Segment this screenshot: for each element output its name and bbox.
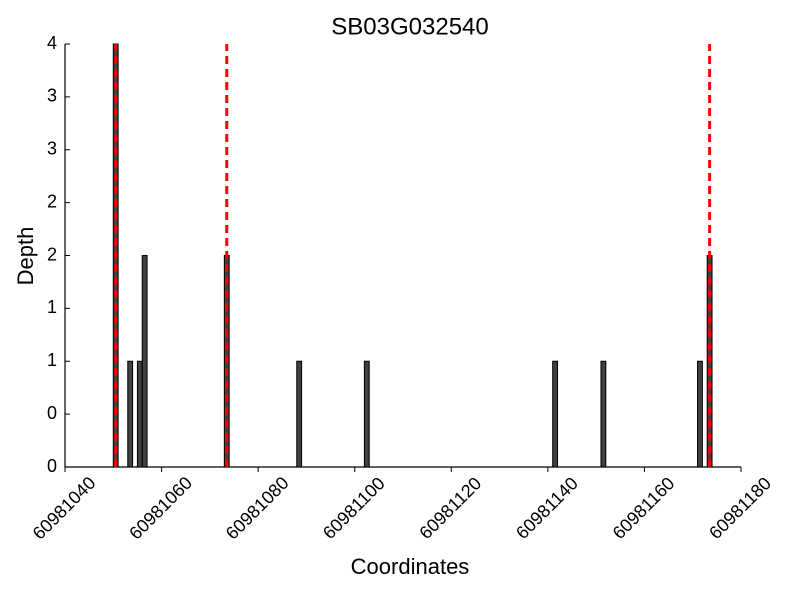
bar [600,360,607,468]
y-tick-label: 0 [47,403,57,423]
bar [127,360,134,468]
y-axis-label: Depth [13,227,38,286]
y-tick-label: 2 [47,244,57,264]
y-tick-label: 3 [47,139,57,159]
bar [363,360,370,468]
x-tick-label: 60981180 [705,473,775,543]
x-tick-label: 60981160 [609,473,679,543]
x-axis-label: Coordinates [351,554,470,579]
y-tick-label: 4 [47,33,57,53]
bar [552,360,559,468]
bar [136,360,143,468]
y-tick-label: 1 [47,297,57,317]
bar [296,360,303,468]
x-tick-label: 60981100 [319,473,389,543]
chart-title: SB03G032540 [331,13,488,40]
y-tick-label: 3 [47,86,57,106]
bar [141,255,148,468]
x-tick-label: 60981080 [222,473,293,544]
y-tick-label: 0 [47,456,57,476]
x-tick-label: 60981140 [512,473,582,543]
bar [697,360,703,468]
y-tick-label: 2 [47,191,57,211]
y-tick-label: 1 [47,350,57,370]
x-tick-label: 60981120 [415,473,485,543]
x-tick-label: 60981040 [29,473,100,544]
x-tick-label: 60981060 [125,473,196,544]
